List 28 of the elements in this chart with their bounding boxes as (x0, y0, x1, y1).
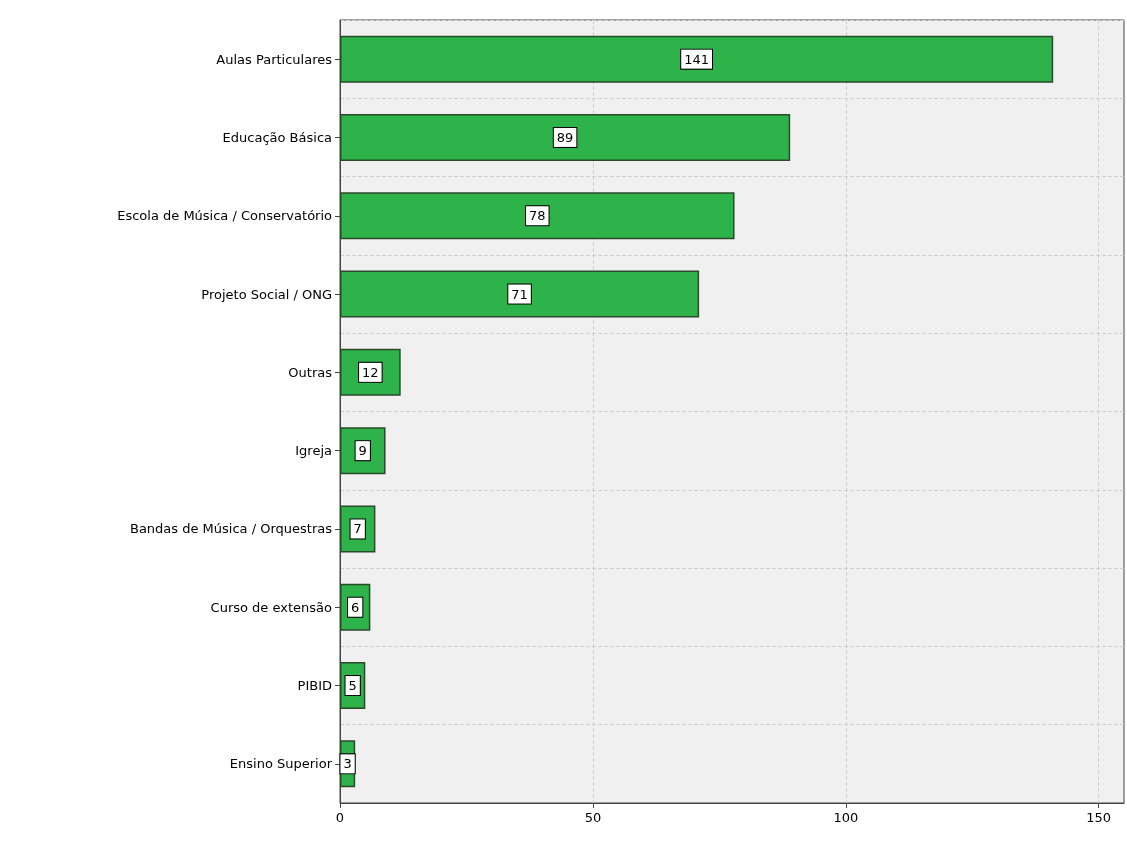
y-tick-label: Projeto Social / ONG (201, 286, 332, 302)
x-tick-label: 0 (335, 810, 345, 825)
y-tick-label: Bandas de Música / Orquestras (129, 521, 333, 537)
data-label: 6 (351, 599, 360, 615)
data-label: 7 (353, 521, 362, 537)
data-label: 78 (528, 208, 546, 224)
x-tick-label: 150 (1086, 810, 1112, 825)
data-label: 9 (358, 443, 367, 459)
bar (340, 35, 1054, 83)
data-label: 89 (556, 129, 574, 145)
y-tick-label: PIBID (297, 678, 332, 694)
x-tick-label: 50 (584, 810, 602, 825)
bar (340, 192, 735, 240)
bar (340, 113, 791, 161)
data-label: 141 (684, 51, 710, 67)
y-tick-label: Curso de extensão (210, 599, 333, 615)
y-tick-label: Ensino Superior (229, 756, 333, 772)
x-tick-label: 100 (833, 810, 859, 825)
data-label: 71 (511, 286, 528, 302)
bar (340, 270, 700, 318)
y-tick-label: Educação Básica (222, 129, 332, 145)
y-tick-label: Igreja (295, 443, 332, 459)
data-label: 12 (362, 364, 379, 380)
y-tick-label: Outras (288, 364, 333, 380)
y-tick-label: Aulas Particulares (216, 51, 333, 67)
data-label: 3 (343, 756, 352, 772)
y-tick-label: Escola de Música / Conservatório (117, 208, 333, 224)
data-label: 5 (348, 678, 357, 694)
